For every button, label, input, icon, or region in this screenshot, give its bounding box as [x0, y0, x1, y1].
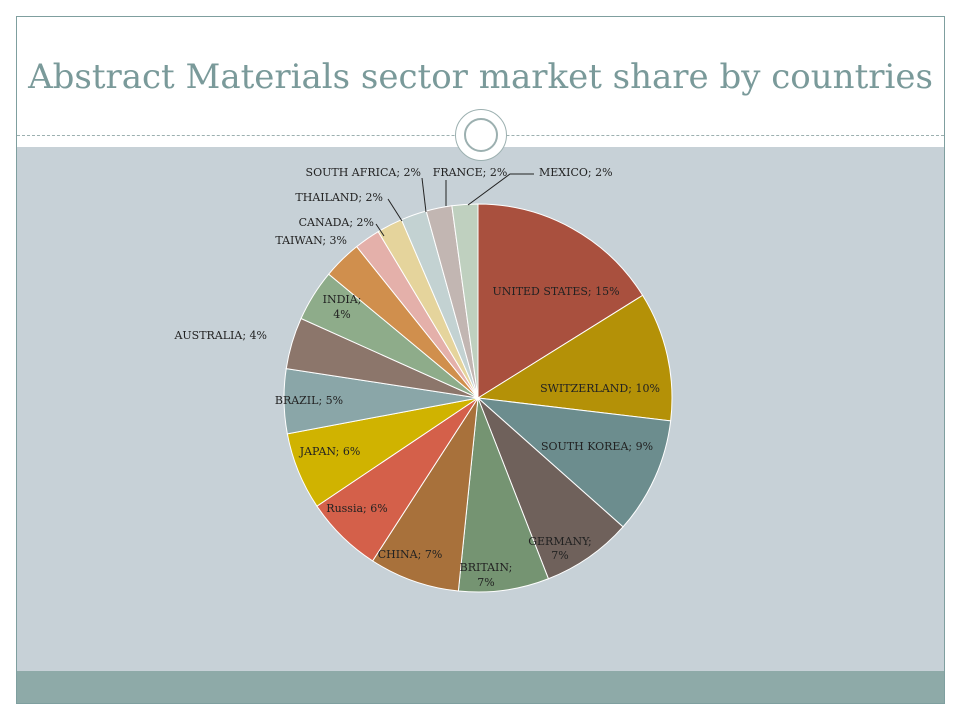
slide-title: Abstract Materials sector market share b…: [28, 57, 933, 97]
title-area: Abstract Materials sector market share b…: [17, 17, 944, 135]
data-label-germany: 7%: [551, 549, 568, 562]
leader-line-mexico: [467, 173, 534, 206]
pie-slice-south-korea: [476, 397, 672, 528]
leader-line-canada: [375, 223, 385, 237]
leader-line-thailand: [387, 198, 403, 222]
data-label-australia: AUSTRALIA; 4%: [173, 329, 267, 342]
data-label-china: CHINA; 7%: [378, 548, 443, 561]
data-label-brazil: BRAZIL; 5%: [275, 394, 343, 407]
data-label-japan: JAPAN; 6%: [299, 445, 361, 458]
data-label-south-africa: SOUTH AFRICA; 2%: [306, 166, 421, 179]
data-label-france: FRANCE; 2%: [433, 166, 508, 179]
pie-slice-united-states: [477, 203, 644, 399]
data-label-britain: BRITAIN;: [460, 561, 513, 574]
data-label-india: INDIA;: [323, 293, 362, 306]
data-label-switzerland: SWITZERLAND; 10%: [540, 382, 660, 395]
data-label-united-states: UNITED STATES; 15%: [492, 285, 619, 298]
decorative-ring: [464, 118, 498, 152]
data-label-south-korea: SOUTH KOREA; 9%: [541, 440, 653, 453]
data-label-russia: Russia; 6%: [326, 502, 387, 515]
data-label-canada: CANADA; 2%: [299, 216, 374, 229]
pie-slice-mexico: [451, 203, 479, 399]
data-label-taiwan: TAIWAN; 3%: [275, 234, 347, 247]
data-label-mexico: MEXICO; 2%: [539, 166, 613, 179]
slide-frame: Abstract Materials sector market share b…: [16, 16, 945, 704]
data-label-germany: GERMANY;: [528, 535, 592, 548]
data-label-thailand: THAILAND; 2%: [295, 191, 383, 204]
data-label-india: 4%: [333, 308, 350, 321]
decorative-circle-icon: [455, 109, 507, 161]
data-label-britain: 7%: [477, 576, 494, 589]
leader-line-south-africa: [421, 177, 427, 213]
pie-slice-switzerland: [476, 294, 673, 422]
footer-band: [17, 671, 944, 703]
